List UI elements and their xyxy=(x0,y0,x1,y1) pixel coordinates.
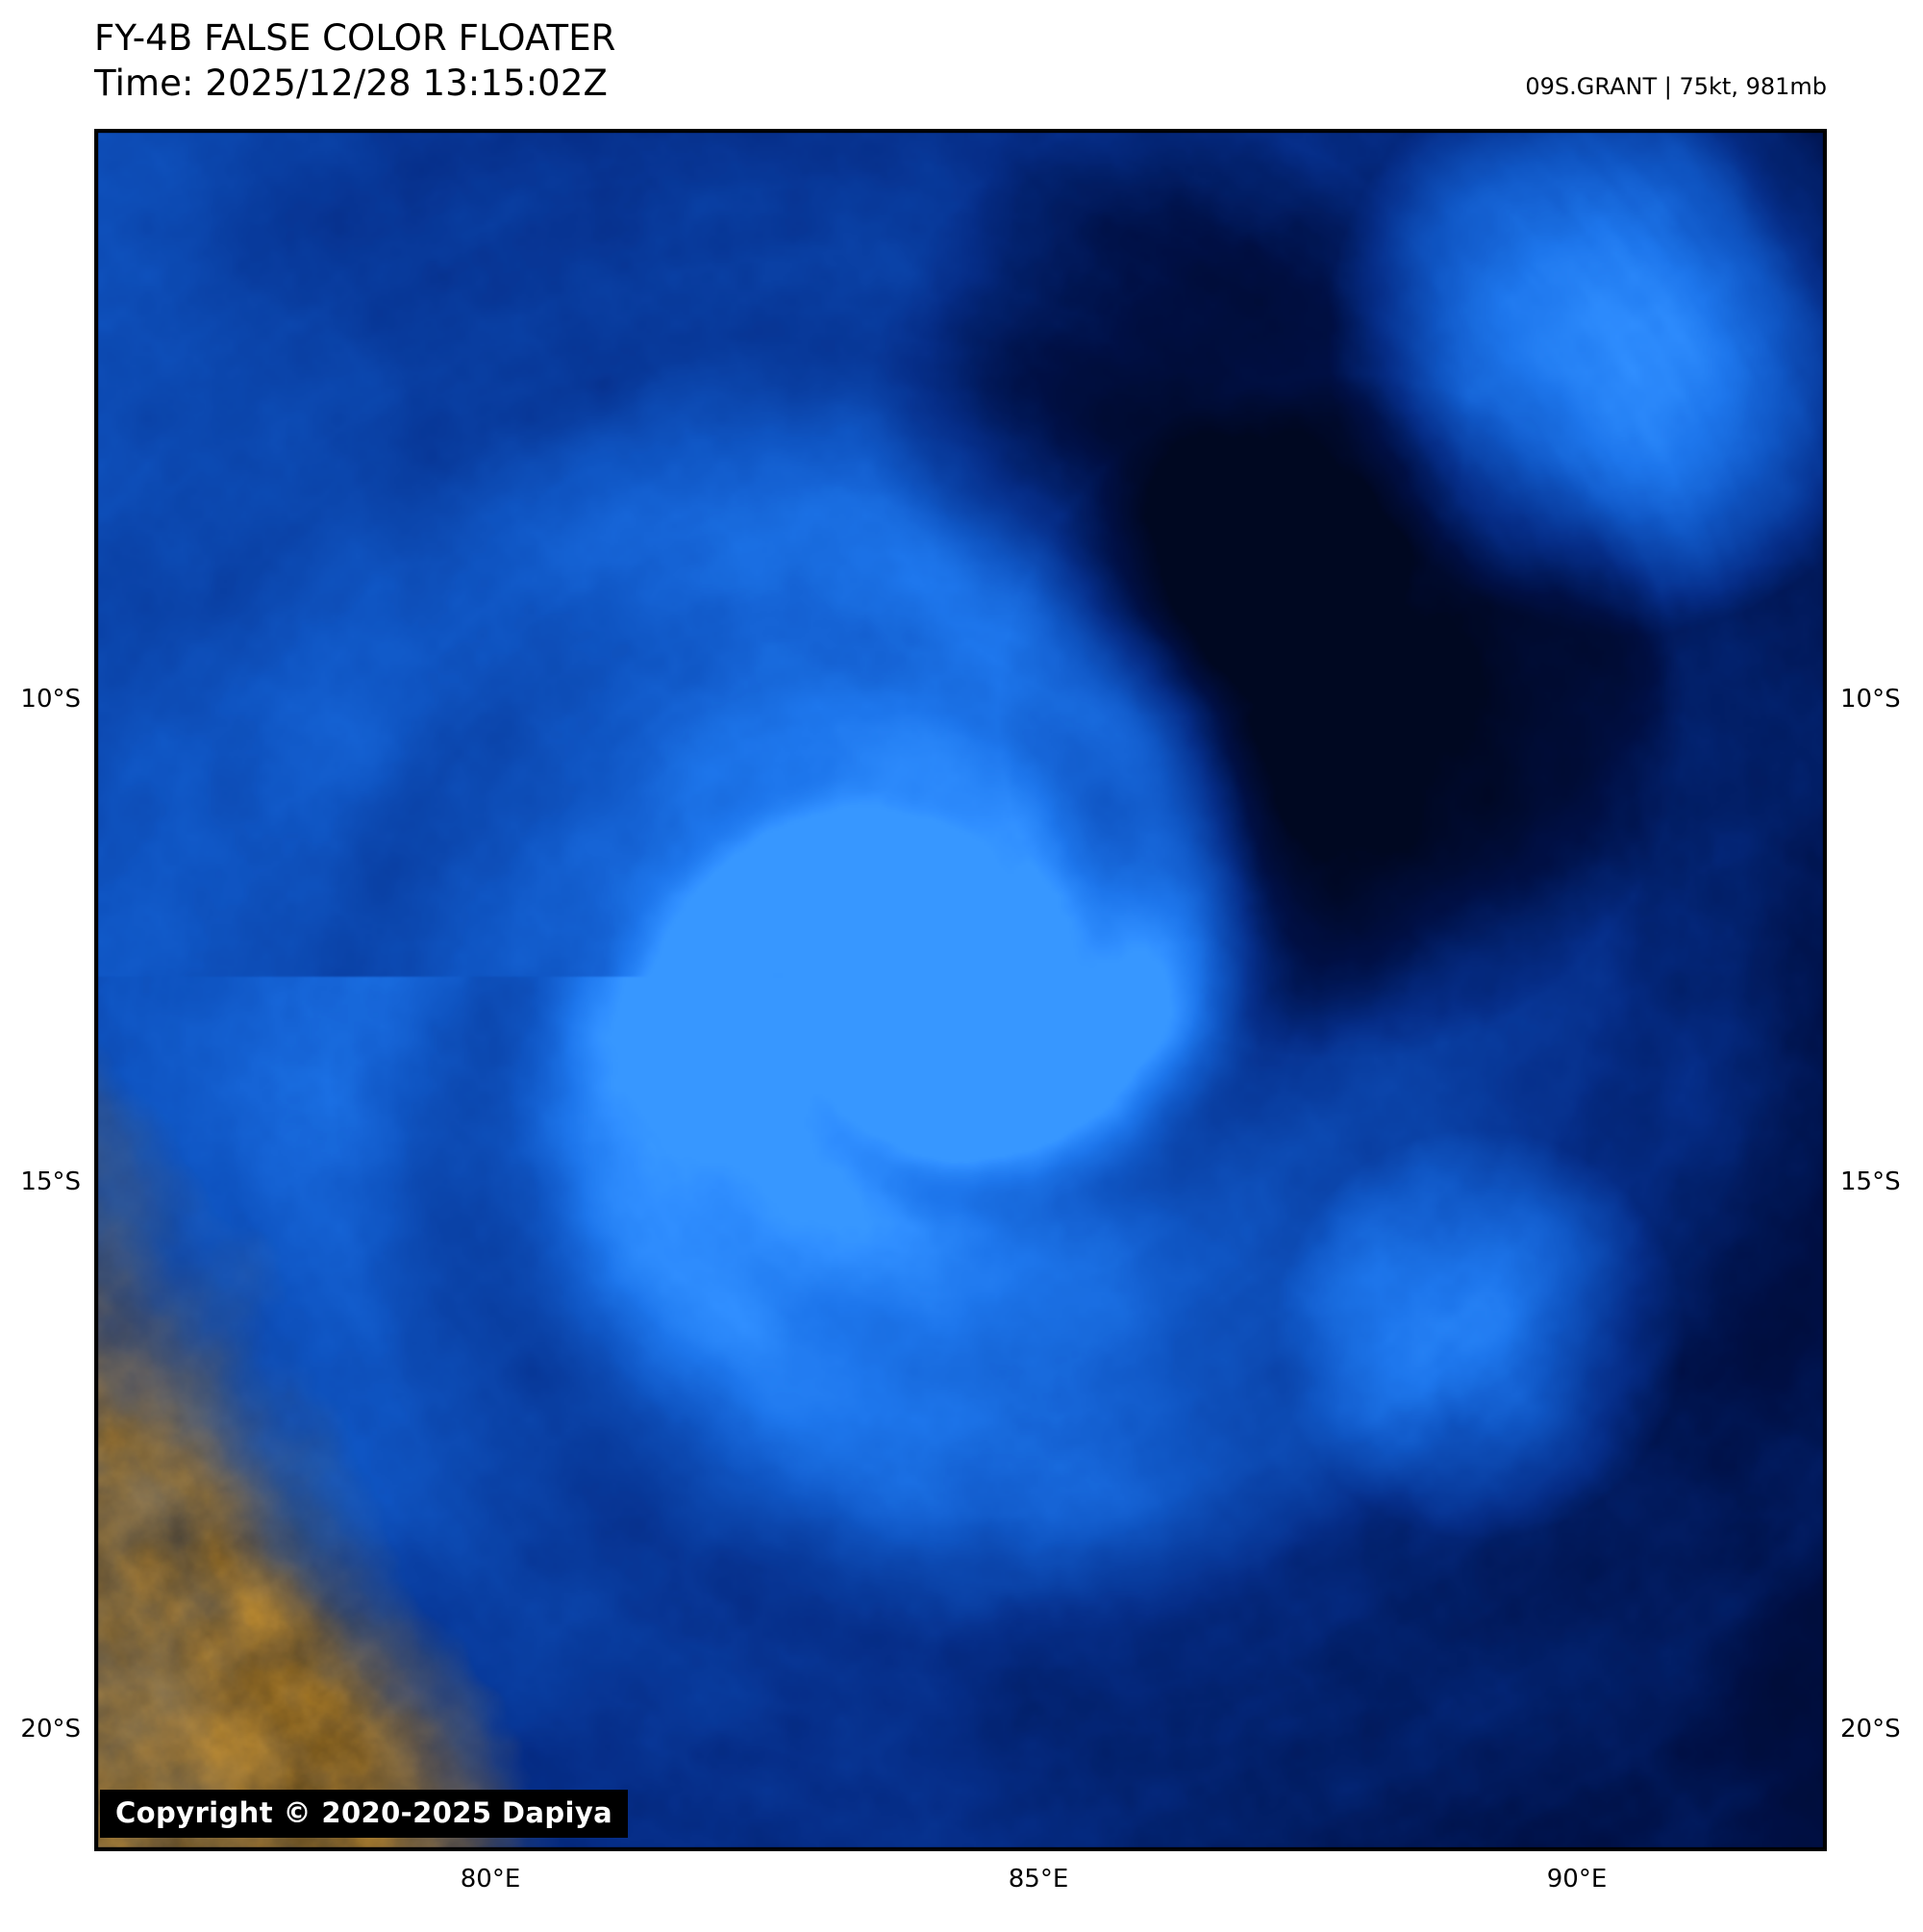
timestamp-label: Time: 2025/12/28 13:15:02Z xyxy=(94,63,608,104)
satellite-image-plot[interactable]: Copyright © 2020-2025 Dapiya xyxy=(94,129,1827,1851)
lat-tick-left: 20°S xyxy=(20,1715,81,1744)
lat-tick-left: 15°S xyxy=(20,1167,81,1196)
lon-tick-bottom: 90°E xyxy=(1546,1865,1608,1894)
lon-tick-bottom: 85°E xyxy=(1008,1865,1069,1894)
header-title-block: FY-4B FALSE COLOR FLOATER Time: 2025/12/… xyxy=(94,15,1056,106)
lon-tick-bottom: 80°E xyxy=(460,1865,521,1894)
copyright-watermark: Copyright © 2020-2025 Dapiya xyxy=(100,1790,629,1838)
page-title: FY-4B FALSE COLOR FLOATER xyxy=(94,17,616,59)
storm-info-label: 09S.GRANT | 75kt, 981mb xyxy=(1525,73,1827,100)
lat-tick-left: 10°S xyxy=(20,685,81,714)
satellite-imagery-canvas xyxy=(98,133,1823,1847)
lat-tick-right: 15°S xyxy=(1840,1167,1901,1196)
lat-tick-right: 10°S xyxy=(1840,685,1901,714)
lat-tick-right: 20°S xyxy=(1840,1715,1901,1744)
